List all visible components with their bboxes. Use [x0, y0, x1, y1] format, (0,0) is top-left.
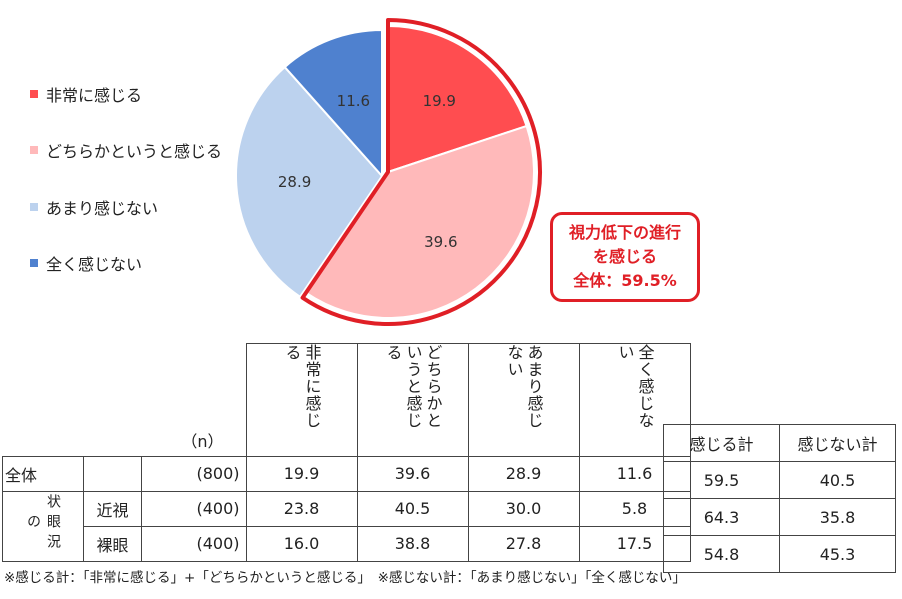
- callout-line: を感じる: [592, 247, 657, 266]
- legend-label: 全く感じない: [46, 255, 143, 274]
- pie-slice: [283, 28, 383, 179]
- column-header-text: あまり感じない: [504, 344, 544, 429]
- footnote: ※感じる計：「非常に感じる」+「どちらかというと感じる」 ※感じない計：「あまり…: [4, 570, 686, 586]
- pie-data-label: 11.6: [337, 92, 370, 110]
- summary-header: 感じない計: [779, 424, 896, 462]
- summary-table: 感じる計 感じない計 59.5 40.5 64.3 35.8 54.8 45.3: [663, 424, 896, 573]
- row-sub-label: [83, 455, 142, 492]
- summary-header: 感じる計: [663, 424, 780, 462]
- results-table: （n） 非常に感じる どちらかというと感じる あまり感じない 全く感じない 全体…: [2, 343, 691, 562]
- table-row: 裸眼 (400) 16.0 38.8 27.8 17.5: [3, 525, 691, 562]
- table-row: 全体 (800) 19.9 39.6 28.9 11.6: [2, 455, 691, 492]
- pie-slice: [304, 124, 535, 319]
- column-header: 非常に感じる: [245, 343, 358, 457]
- legend-swatch: [30, 203, 38, 211]
- legend-label: どちらかというと感じる: [46, 142, 223, 161]
- summary-header-row: 感じる計 感じない計: [663, 424, 896, 462]
- legend-item: 非常に感じる: [30, 82, 142, 106]
- legend-swatch: [30, 259, 38, 267]
- table-cell: 19.9: [245, 455, 358, 492]
- pie-chart: 19.9 39.6 28.9 11.6: [235, 18, 542, 326]
- highlight-outline: [300, 18, 542, 326]
- pie-data-label: 39.6: [424, 233, 457, 251]
- legend-swatch: [30, 146, 38, 154]
- summary-cell: 59.5: [663, 461, 780, 499]
- table-header-row: （n） 非常に感じる どちらかというと感じる あまり感じない 全く感じない: [3, 343, 691, 457]
- table-row: 状眼況の 近視 (400) 23.8 40.5 30.0 5.8: [2, 490, 691, 562]
- callout-line: 全体：59.5%: [573, 271, 677, 290]
- group-label-cell: 状眼況の: [2, 490, 84, 562]
- pie-slice: [235, 65, 384, 299]
- table-cell: 16.0: [245, 525, 358, 562]
- table-cell: 39.6: [356, 455, 469, 492]
- group-label: 状眼況の: [25, 494, 61, 554]
- row-n: (400): [141, 490, 247, 527]
- legend-item: 全く感じない: [30, 251, 142, 275]
- table-cell: 40.5: [356, 490, 469, 527]
- n-header: （n）: [181, 431, 224, 451]
- table-cell: 28.9: [467, 455, 580, 492]
- column-header-text: 非常に感じる: [282, 344, 322, 429]
- summary-row: 54.8 45.3: [663, 535, 896, 573]
- summary-cell: 54.8: [663, 535, 780, 573]
- pie-data-label: 28.9: [278, 173, 311, 191]
- table-cell: 30.0: [467, 490, 580, 527]
- row-label: 全体: [2, 455, 84, 492]
- callout-line: 視力低下の進行: [568, 223, 681, 242]
- legend-label: 非常に感じる: [46, 86, 143, 105]
- column-header: どちらかというと感じる: [356, 343, 469, 457]
- table-cell: 38.8: [356, 525, 469, 562]
- row-n: (800): [141, 455, 247, 492]
- legend-item: どちらかというと感じる: [30, 138, 222, 162]
- legend-item: あまり感じない: [30, 195, 158, 219]
- table-cell: 27.8: [467, 525, 580, 562]
- callout-box: 視力低下の進行 を感じる 全体：59.5%: [550, 212, 700, 302]
- legend-label: あまり感じない: [46, 199, 159, 218]
- legend-swatch: [30, 90, 38, 98]
- row-n: (400): [141, 525, 247, 562]
- summary-cell: 35.8: [779, 498, 896, 536]
- summary-row: 64.3 35.8: [663, 498, 896, 536]
- column-header-text: 全く感じない: [615, 344, 655, 429]
- summary-cell: 64.3: [663, 498, 780, 536]
- pie-slice: [387, 24, 528, 174]
- column-header: 全く感じない: [578, 343, 691, 457]
- header-blank: [3, 344, 84, 457]
- column-header: あまり感じない: [467, 343, 580, 457]
- pie-data-label: 19.9: [423, 92, 456, 110]
- header-blank: [84, 344, 142, 457]
- column-header-text: どちらかというと感じる: [383, 344, 443, 429]
- summary-cell: 40.5: [779, 461, 896, 499]
- row-sub-label: 裸眼: [83, 525, 142, 562]
- summary-cell: 45.3: [779, 535, 896, 573]
- row-sub-label: 近視: [83, 490, 142, 527]
- table-cell: 23.8: [245, 490, 358, 527]
- summary-row: 59.5 40.5: [663, 461, 896, 499]
